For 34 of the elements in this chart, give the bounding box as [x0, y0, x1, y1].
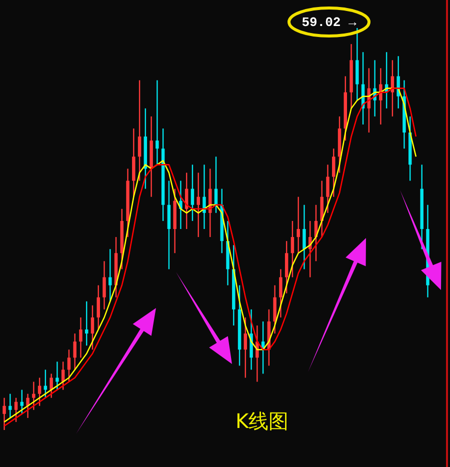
candlestick — [32, 381, 36, 410]
candlestick — [14, 397, 18, 423]
candlestick — [8, 393, 12, 419]
candlestick — [26, 393, 30, 419]
candlestick — [326, 164, 330, 214]
candlestick — [79, 316, 82, 358]
annotation: 59.02 → — [302, 15, 357, 30]
candlestick — [44, 369, 48, 398]
candlestick — [50, 373, 53, 398]
candlestick — [2, 397, 6, 431]
candlestick — [138, 80, 142, 182]
candlestick — [244, 316, 248, 378]
candlestick — [84, 300, 88, 346]
candlestick — [56, 361, 59, 390]
candlestick — [279, 268, 282, 318]
candlestick — [90, 304, 94, 350]
candlestick — [396, 56, 400, 109]
candlestick — [202, 164, 206, 230]
candlestick — [332, 148, 336, 198]
candlestick — [190, 164, 194, 222]
candlestick — [20, 389, 24, 415]
candlestick — [108, 248, 112, 302]
candlestick — [38, 377, 42, 406]
candlestick — [296, 196, 300, 254]
candlestick — [290, 220, 294, 278]
candlestick — [196, 172, 200, 238]
candlestick — [156, 80, 159, 166]
candlestick — [67, 349, 71, 382]
candlestick — [302, 204, 306, 270]
candlestick — [379, 68, 382, 126]
text: K线图 — [235, 409, 289, 433]
candlestick — [73, 332, 76, 370]
candlestick — [102, 260, 106, 310]
candlestick — [96, 284, 100, 330]
